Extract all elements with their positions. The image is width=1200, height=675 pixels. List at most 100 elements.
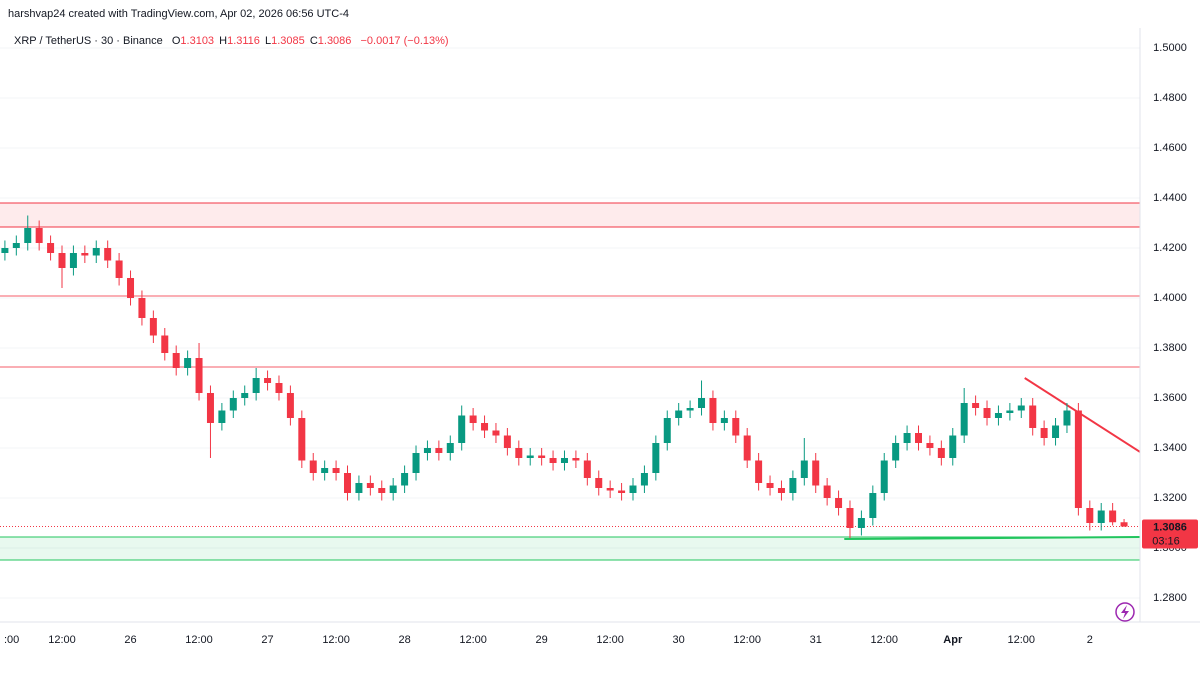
x-tick-label: 2	[1087, 634, 1093, 646]
candle-body	[800, 460, 808, 478]
candle-body	[880, 460, 888, 493]
candle-body	[629, 485, 637, 493]
candle-body	[332, 468, 340, 473]
candle-body	[618, 490, 626, 493]
candle-body	[937, 448, 945, 458]
candle-body	[366, 483, 374, 488]
candle-body	[389, 485, 397, 493]
y-tick-label: 1.4800	[1153, 92, 1187, 104]
y-tick-label: 1.5000	[1153, 42, 1187, 54]
x-tick-label: 12:00	[459, 634, 487, 646]
close-value: 1.3086	[318, 35, 352, 47]
zone	[0, 203, 1140, 227]
candle-body	[1074, 410, 1082, 508]
candle-body	[743, 435, 751, 461]
candle-body	[755, 460, 763, 483]
x-tick-label: 12:00	[322, 634, 350, 646]
grid-layer	[0, 47, 1140, 599]
candle-body	[309, 460, 317, 473]
candle-body	[275, 383, 283, 393]
candle-body	[58, 253, 66, 268]
y-tick-label: 1.4200	[1153, 242, 1187, 254]
chart-title: harshvap24 created with TradingView.com,…	[8, 8, 349, 20]
candle-body	[698, 398, 706, 408]
candle-body	[12, 243, 20, 248]
candle-body	[161, 335, 169, 353]
candle-body	[206, 393, 214, 423]
candle-body	[503, 435, 511, 448]
candle-body	[538, 455, 546, 458]
change-value: −0.0017 (−0.13%)	[360, 35, 448, 47]
x-tick-label: 29	[536, 634, 548, 646]
candle-body	[640, 473, 648, 486]
candle-body	[378, 488, 386, 493]
candle-body	[686, 408, 694, 411]
open-value: 1.3103	[180, 35, 214, 47]
candle-body	[35, 228, 43, 243]
candle-body	[469, 415, 477, 423]
candle-body	[355, 483, 363, 493]
y-tick-label: 1.4400	[1153, 192, 1187, 204]
close-label: C	[310, 35, 318, 47]
candle-body	[1052, 425, 1060, 438]
symbol: XRP / TetherUS · 30 · Binance	[14, 35, 163, 47]
candle-body	[663, 418, 671, 443]
candle-body	[1086, 508, 1094, 523]
x-tick-label: 28	[398, 634, 410, 646]
candle-body	[709, 398, 717, 423]
candle-body	[252, 378, 260, 393]
zone	[0, 537, 1140, 560]
candle-body	[1017, 405, 1025, 411]
candle-body	[606, 488, 614, 491]
candle-body	[595, 478, 603, 488]
candle-body	[241, 393, 249, 398]
candle-body	[149, 318, 157, 336]
countdown-label: 03:16	[1152, 535, 1180, 547]
candle-body	[184, 358, 192, 368]
candle-body	[127, 278, 135, 298]
candle-body	[812, 460, 820, 486]
x-tick-label: 27	[261, 634, 273, 646]
candle-body	[92, 248, 100, 256]
y-tick-label: 1.3600	[1153, 392, 1187, 404]
bolt-icon[interactable]	[1115, 602, 1135, 622]
candle-body	[435, 448, 443, 453]
candle-body	[515, 448, 523, 458]
candle-body	[412, 453, 420, 473]
y-tick-label: 1.3200	[1153, 492, 1187, 504]
candle-body	[777, 488, 785, 493]
x-tick-label: 12:00	[48, 634, 76, 646]
candle-body	[1097, 510, 1105, 523]
trend-line	[1024, 377, 1141, 453]
candle-body	[481, 423, 489, 431]
candle-body	[675, 410, 683, 418]
candle-body	[903, 433, 911, 443]
low-value: 1.3085	[271, 35, 305, 47]
candle-body	[492, 430, 500, 436]
x-tick-label: 30	[673, 634, 685, 646]
candle-layer	[1, 215, 1128, 538]
last-price-label: 1.3086	[1153, 521, 1187, 533]
candle-body	[766, 483, 774, 488]
candle-body	[572, 458, 580, 461]
axis-layer: 1.28001.30001.32001.34001.36001.38001.40…	[4, 42, 1198, 646]
y-tick-label: 1.4000	[1153, 292, 1187, 304]
candle-body	[47, 243, 55, 253]
candle-body	[983, 408, 991, 418]
candle-body	[823, 485, 831, 498]
candle-body	[789, 478, 797, 493]
drawing-layer	[0, 202, 1141, 561]
candle-body	[264, 378, 272, 383]
candle-body	[1120, 522, 1128, 527]
candle-body	[229, 398, 237, 411]
candle-body	[298, 418, 306, 461]
trend-line	[844, 536, 1141, 540]
high-value: 1.3116	[227, 35, 260, 47]
candle-body	[195, 358, 203, 393]
candle-body	[549, 458, 557, 463]
y-tick-label: 1.3400	[1153, 442, 1187, 454]
candle-body	[869, 493, 877, 518]
candle-body	[972, 403, 980, 408]
candle-body	[892, 443, 900, 461]
